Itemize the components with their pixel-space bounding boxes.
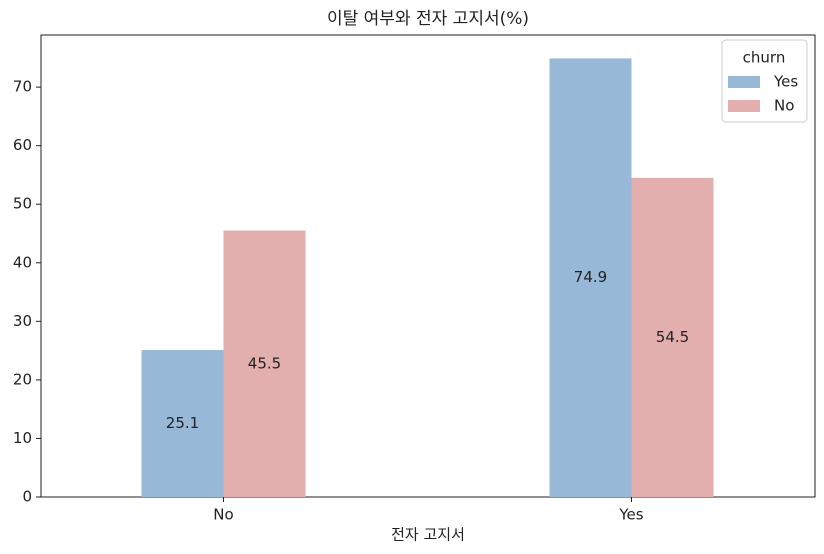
legend-title: churn — [743, 49, 786, 67]
legend-swatch — [728, 100, 760, 112]
chart-title: 이탈 여부와 전자 고지서(%) — [327, 9, 529, 29]
bar — [223, 230, 306, 497]
x-axis-label: 전자 고지서 — [391, 526, 465, 544]
y-tick-label: 60 — [13, 136, 32, 154]
y-tick-label: 40 — [13, 253, 32, 271]
legend-label: No — [774, 97, 794, 115]
y-tick-label: 10 — [13, 429, 32, 447]
legend-swatch — [728, 76, 760, 88]
bar-value-label: 74.9 — [574, 268, 607, 286]
y-tick-label: 70 — [13, 78, 32, 96]
bar-value-label: 45.5 — [248, 354, 281, 372]
bar-value-label: 54.5 — [656, 328, 689, 346]
bar — [631, 177, 714, 498]
bar — [141, 350, 224, 497]
y-tick-label: 0 — [22, 488, 32, 506]
bar-value-label: 25.1 — [166, 414, 199, 432]
plot-frame — [40, 34, 816, 498]
y-tick-label: 50 — [13, 195, 32, 213]
y-tick-label: 20 — [13, 370, 32, 388]
bar — [549, 58, 632, 497]
legend-label: Yes — [773, 73, 798, 91]
x-tick-label: Yes — [618, 506, 643, 524]
y-tick-label: 30 — [13, 312, 32, 330]
x-tick-label: No — [213, 506, 233, 524]
